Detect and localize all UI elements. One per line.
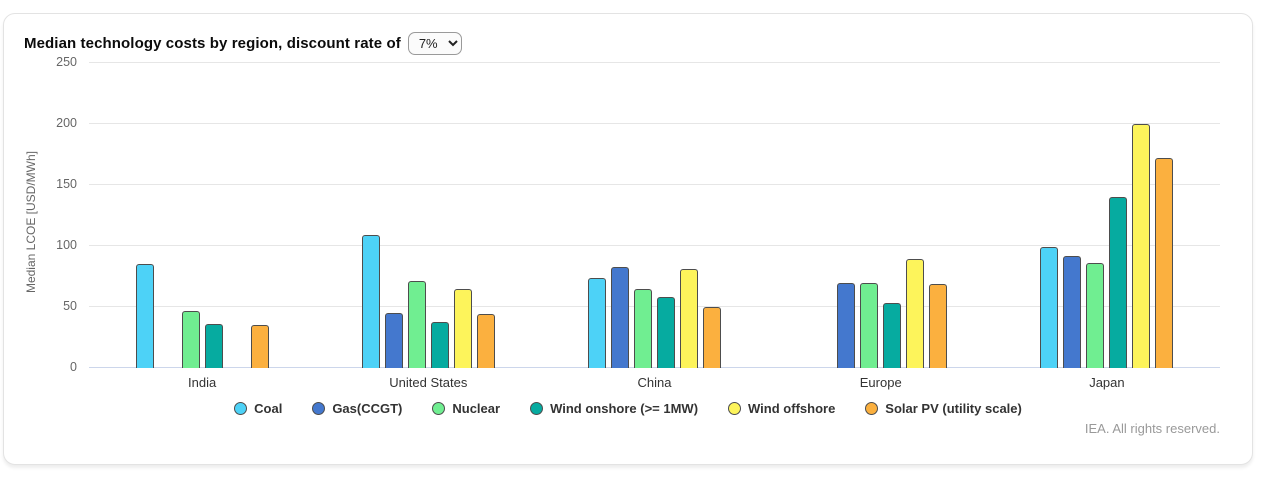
bar-group-china: [541, 63, 767, 368]
bar-nuclear-japan[interactable]: [1086, 263, 1105, 368]
legend-label-solar-pv-utility-scale: Solar PV (utility scale): [885, 401, 1022, 416]
y-tick-label-250: 250: [56, 55, 77, 69]
bar-solar-pv-utility-scale-europe[interactable]: [929, 283, 948, 368]
legend-marker-gas-ccgt: [312, 402, 326, 415]
bar-gas-ccgt-europe[interactable]: [837, 282, 856, 368]
chart-card: Median technology costs by region, disco…: [3, 13, 1253, 465]
chart-header: Median technology costs by region, disco…: [4, 14, 1252, 56]
bar-solar-pv-utility-scale-china[interactable]: [703, 307, 721, 368]
x-axis-label-japan: Japan: [1089, 375, 1125, 390]
chart-region: Median LCOE [USD/MWh] 0 50 100 150 200 250 In…: [4, 55, 1252, 390]
bar-nuclear-united-states[interactable]: [407, 281, 426, 368]
bar-coal-japan[interactable]: [1040, 247, 1059, 368]
gridline-0: 0: [70, 360, 1220, 374]
x-axis-label-europe: Europe: [859, 375, 902, 390]
bar-coal-china[interactable]: [588, 277, 606, 368]
legend-marker-wind-offshore: [728, 402, 742, 415]
bar-gas-ccgt-united-states[interactable]: [384, 313, 403, 368]
x-axis-label-united-states: United States: [389, 375, 468, 390]
bar-nuclear-china[interactable]: [634, 288, 652, 368]
legend-marker-wind-onshore-1mw: [530, 402, 544, 415]
chart-title: Median technology costs by region, disco…: [24, 34, 401, 52]
x-axis-label-india: India: [188, 375, 217, 390]
legend-marker-solar-pv-utility-scale: [865, 402, 879, 415]
bar-solar-pv-utility-scale-japan[interactable]: [1155, 158, 1174, 368]
y-tick-label-0: 0: [70, 360, 77, 374]
bar-nuclear-india[interactable]: [181, 310, 200, 368]
legend-label-gas-ccgt: Gas(CCGT): [332, 401, 403, 416]
bar-wind-onshore-1mw-india[interactable]: [204, 324, 223, 368]
gridline-200: 200: [56, 116, 1220, 130]
gridline-250: 250: [56, 55, 1220, 69]
bar-wind-onshore-1mw-united-states[interactable]: [430, 321, 449, 368]
legend-marker-coal: [234, 402, 248, 415]
bar-group-india: [89, 63, 315, 368]
bar-group-europe: [768, 63, 994, 368]
legend-item-nuclear[interactable]: Nuclear: [432, 401, 500, 416]
legend-label-nuclear: Nuclear: [452, 401, 501, 416]
legend-item-coal[interactable]: Coal: [234, 401, 282, 416]
y-tick-label-50: 50: [63, 299, 77, 313]
bar-wind-offshore-europe[interactable]: [906, 259, 925, 368]
legend-label-wind-onshore-1mw: Wind onshore (>= 1MW): [550, 401, 699, 416]
gridline-100: 100: [56, 238, 1220, 252]
bar-coal-india[interactable]: [135, 264, 154, 368]
legend-item-wind-offshore[interactable]: Wind offshore: [728, 401, 835, 416]
bar-nuclear-europe[interactable]: [860, 282, 879, 368]
legend: Coal Gas(CCGT) Nuclear Wind onshore (>= 1MW…: [4, 401, 1252, 416]
bar-groups-layer: [89, 63, 1220, 368]
footer-credit: IEA. All rights reserved.: [1084, 421, 1220, 436]
legend-label-wind-offshore: Wind offshore: [748, 401, 836, 416]
legend-item-wind-onshore-1mw[interactable]: Wind onshore (>= 1MW): [530, 401, 698, 416]
bar-group-japan: [994, 63, 1220, 368]
legend-item-gas-ccgt[interactable]: Gas(CCGT): [312, 401, 402, 416]
plot-area: 0 50 100 150 200 250: [56, 55, 1220, 374]
bar-wind-onshore-1mw-japan[interactable]: [1109, 197, 1128, 368]
bar-coal-united-states[interactable]: [361, 235, 380, 368]
bar-wind-offshore-japan[interactable]: [1132, 124, 1151, 368]
y-tick-label-100: 100: [56, 238, 77, 252]
y-axis-title: Median LCOE [USD/MWh]: [24, 150, 38, 294]
bar-gas-ccgt-china[interactable]: [611, 266, 629, 368]
x-axis-label-china: China: [637, 375, 672, 390]
y-tick-label-200: 200: [56, 116, 77, 130]
bar-gas-ccgt-japan[interactable]: [1063, 255, 1082, 368]
gridline-150: 150: [56, 177, 1220, 191]
y-tick-label-150: 150: [56, 177, 77, 191]
bar-wind-onshore-1mw-china[interactable]: [657, 297, 675, 368]
footer-row: IEA. All rights reserved.: [4, 420, 1252, 438]
gridline-50: 50: [63, 299, 1220, 313]
bar-group-united-states: [315, 63, 541, 368]
bar-wind-offshore-united-states[interactable]: [453, 288, 472, 368]
bar-wind-onshore-1mw-europe[interactable]: [883, 303, 902, 368]
x-axis-labels: India United States China Europe Japan: [89, 375, 1220, 390]
bar-solar-pv-utility-scale-india[interactable]: [250, 325, 269, 368]
legend-item-solar-pv-utility-scale[interactable]: Solar PV (utility scale): [865, 401, 1022, 416]
legend-marker-nuclear: [432, 402, 446, 415]
bar-solar-pv-utility-scale-united-states[interactable]: [476, 314, 495, 368]
bar-wind-offshore-china[interactable]: [680, 269, 698, 368]
legend-label-coal: Coal: [254, 401, 283, 416]
discount-rate-select[interactable]: 7%: [407, 31, 462, 55]
